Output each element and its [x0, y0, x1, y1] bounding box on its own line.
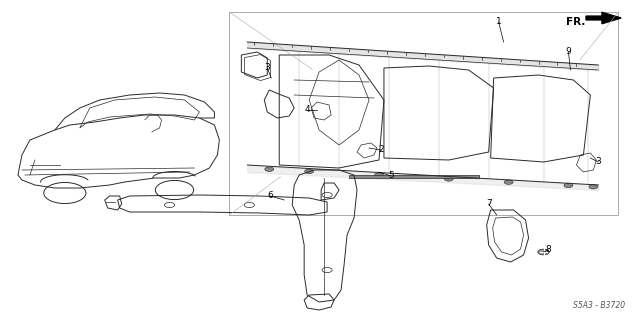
Circle shape: [589, 184, 598, 189]
Circle shape: [538, 249, 549, 255]
Text: 3: 3: [595, 158, 601, 167]
Circle shape: [444, 177, 453, 181]
Text: 9: 9: [566, 48, 572, 56]
Text: 8: 8: [546, 246, 552, 255]
Text: 6: 6: [268, 191, 273, 201]
Text: 5: 5: [388, 172, 394, 181]
Circle shape: [564, 183, 573, 188]
Circle shape: [305, 169, 314, 174]
Bar: [229, 12, 618, 215]
Polygon shape: [586, 12, 621, 24]
Text: 4: 4: [305, 106, 310, 115]
Text: FR.: FR.: [566, 17, 586, 27]
Circle shape: [374, 173, 383, 177]
Circle shape: [265, 167, 274, 171]
Text: 1: 1: [496, 18, 502, 26]
Text: S5A3 - B3720: S5A3 - B3720: [573, 300, 625, 309]
Text: 2: 2: [378, 145, 384, 154]
Text: 7: 7: [486, 199, 492, 209]
Circle shape: [504, 180, 513, 184]
Text: 3: 3: [264, 63, 270, 72]
Bar: [349, 175, 479, 178]
